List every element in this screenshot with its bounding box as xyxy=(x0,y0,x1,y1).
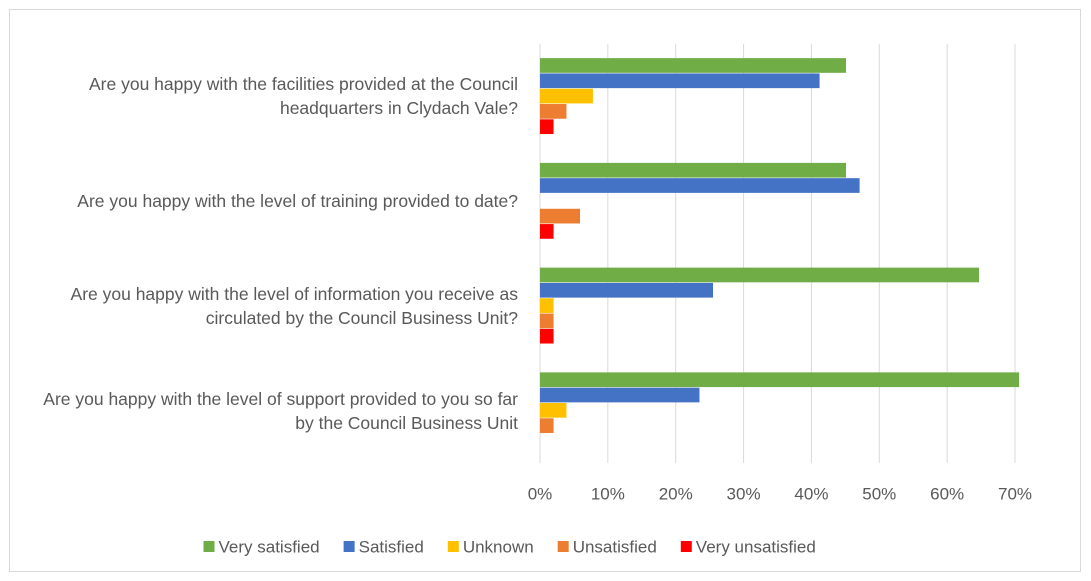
legend-swatch xyxy=(557,541,569,552)
x-tick-label: 60% xyxy=(930,484,964,503)
bar xyxy=(540,298,554,313)
bar xyxy=(540,418,554,433)
bar xyxy=(540,58,847,73)
category-label: Are you happy with the level of support … xyxy=(43,388,518,433)
x-tick-label: 20% xyxy=(659,484,693,503)
x-tick-label: 40% xyxy=(794,484,828,503)
bar xyxy=(540,313,554,329)
legend-label: Very satisfied xyxy=(219,537,320,556)
bar xyxy=(540,328,554,344)
bar xyxy=(540,372,1020,388)
legend-swatch xyxy=(447,541,459,552)
bar xyxy=(540,104,567,119)
bar xyxy=(540,162,847,178)
x-tick-label: 0% xyxy=(528,484,553,503)
bar xyxy=(540,282,714,298)
bar xyxy=(540,224,554,239)
legend-swatch xyxy=(343,541,355,552)
legend-label: Satisfied xyxy=(359,537,424,556)
bar xyxy=(540,73,820,89)
legend-label: Unsatisfied xyxy=(573,537,657,556)
legend-swatch xyxy=(203,541,215,552)
x-tick-label: 70% xyxy=(998,484,1032,503)
category-label: Are you happy with the level of training… xyxy=(77,191,518,212)
x-tick-label: 10% xyxy=(591,484,625,503)
bar xyxy=(540,402,567,418)
legend-swatch xyxy=(680,541,692,552)
bar xyxy=(540,88,593,104)
bar xyxy=(540,178,860,193)
category-label: Are you happy with the facilities provid… xyxy=(89,74,518,119)
bar xyxy=(540,267,980,283)
legend-label: Very unsatisfied xyxy=(696,537,816,556)
legend-label: Unknown xyxy=(463,537,534,556)
bar xyxy=(540,208,581,224)
bar xyxy=(540,387,700,403)
bar xyxy=(540,119,554,135)
x-tick-label: 50% xyxy=(862,484,896,503)
category-label: Are you happy with the level of informat… xyxy=(70,283,518,328)
x-tick-label: 30% xyxy=(727,484,761,503)
